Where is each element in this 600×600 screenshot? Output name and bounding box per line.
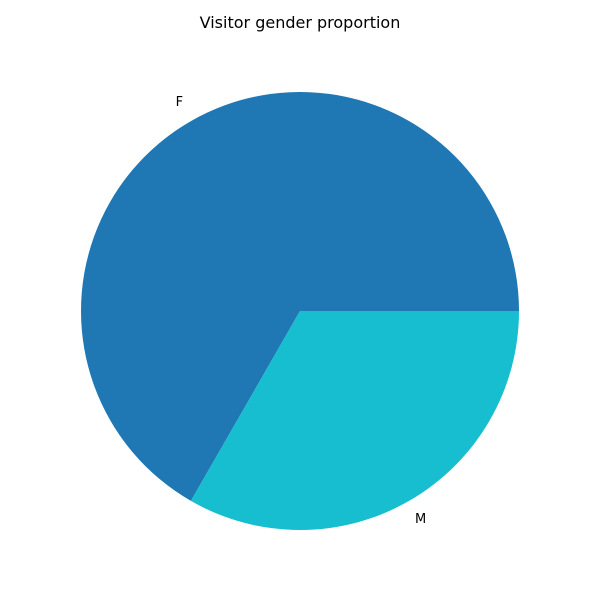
pie-slices [80, 92, 520, 531]
pie-labels: FM [176, 95, 427, 527]
pie-slice-m [190, 311, 519, 531]
pie-label-m: M [415, 512, 426, 527]
pie-slice-f [80, 92, 520, 501]
chart-title: Visitor gender proportion [200, 13, 401, 32]
pie-label-f: F [176, 95, 183, 110]
